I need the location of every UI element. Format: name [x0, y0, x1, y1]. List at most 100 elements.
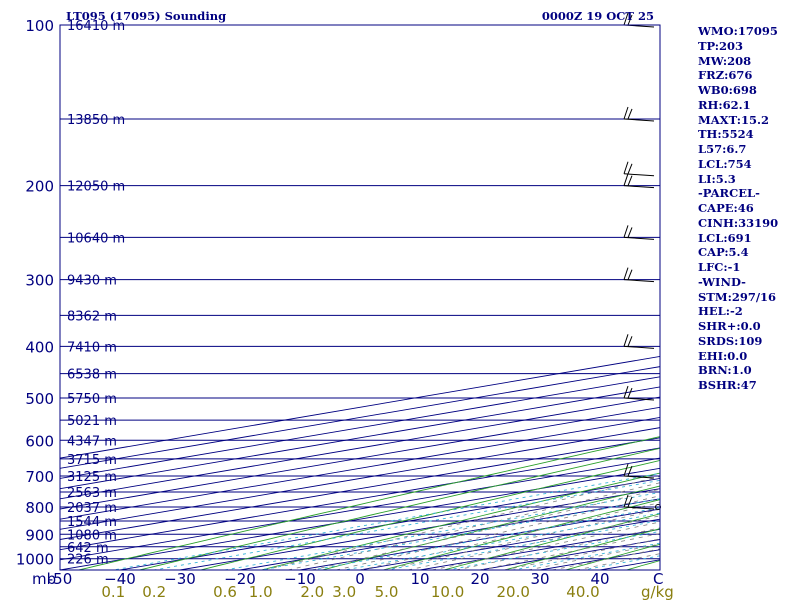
isobar-grid	[60, 24, 660, 571]
stat-cap: CAP:5.4	[698, 245, 749, 260]
stat-frz: FRZ:676	[698, 68, 753, 83]
mixing-ratio-axis: g/kg 0.1 0.2 0.6 1.0 2.0 3.0 5.0 10.0 20.0 40.0	[101, 583, 673, 600]
temperature-tick-label: −10	[284, 570, 316, 588]
stat-stm: STM:297/16	[698, 289, 777, 304]
stat-maxt: MAXT:15.2	[698, 112, 769, 127]
stat-wb0: WB0:698	[698, 83, 757, 97]
mixing-ratio-tick-label: 3.0	[332, 583, 356, 600]
pressure-tick-label: 700	[25, 468, 54, 486]
pressure-tick-label: 1000	[16, 551, 54, 569]
isotherm--50	[60, 467, 660, 570]
isotherm--80	[60, 437, 660, 540]
temperature-tick-label: −20	[224, 570, 256, 588]
temperature-tick-label: 0	[355, 570, 365, 588]
mixing-ratio-line-20	[513, 542, 660, 570]
isotherm--70	[60, 447, 660, 551]
height-label: 226 m	[67, 553, 109, 568]
height-label: 5021 m	[67, 414, 117, 429]
isotherm--60	[60, 457, 660, 561]
stat-hel: HEL:-2	[698, 304, 743, 319]
isotherm--40	[119, 478, 660, 570]
isotherm--110	[60, 406, 660, 510]
pressure-tick-label: 200	[25, 178, 54, 196]
sounding-title: LT095 (17095) Sounding	[66, 9, 226, 23]
stat-srds: SRDS:109	[698, 333, 763, 348]
stat-lfc: LFC:-1	[698, 260, 741, 274]
mixing-ratio-line-0-2	[154, 479, 660, 570]
stat-wmo: WMO:17095	[698, 24, 778, 38]
temperature-unit-label: C	[653, 570, 663, 588]
pressure-tick-label: 900	[25, 526, 54, 544]
dry-adiabat--20	[261, 472, 660, 570]
isotherm-grid	[60, 355, 660, 570]
stat-brn: BRN:1.0	[698, 363, 752, 378]
wind-barb-800	[623, 494, 655, 510]
pressure-tick-label: 300	[25, 272, 54, 290]
height-label: 2037 m	[67, 501, 117, 516]
stat-cinh: CINH:33190	[698, 215, 779, 230]
isotherm--130	[60, 386, 660, 490]
stat-parcel: -PARCEL-	[698, 186, 760, 201]
pressure-tick-label: 100	[25, 17, 54, 35]
isotherm--120	[60, 396, 660, 500]
dry-adiabat--40	[139, 447, 660, 570]
wind-barb-700	[623, 463, 655, 479]
sounding-indices-panel: WMO:17095 TP:203 MW:208 FRZ:676 WB0:698 RH:62…	[698, 24, 778, 393]
pressure-tick-label: 800	[25, 499, 54, 517]
stat-l57: L57:6.7	[698, 142, 747, 156]
pressure-tick-label: 600	[25, 432, 54, 450]
dry-adiabat-20	[504, 528, 660, 570]
height-label: 13850 m	[67, 113, 125, 128]
wind-barb-190	[623, 161, 655, 177]
height-label: 16410 m	[67, 19, 125, 34]
mixing-ratio-line-10	[447, 530, 660, 570]
mixing-ratio-tick-label: 0.6	[213, 583, 237, 600]
wind-barb-300	[623, 267, 655, 283]
temperature-axis: mb C -50 −40 −30 −20 −10 0 10 20 30 40	[32, 570, 663, 588]
wind-barb-400	[623, 334, 655, 349]
mixing-ratio-tick-label: 20.0	[496, 583, 529, 600]
height-label: 5750 m	[67, 392, 117, 407]
height-label: 7410 m	[67, 340, 117, 355]
temperature-tick-label: 10	[410, 570, 429, 588]
mixing-ratio-tick-label: 1.0	[249, 583, 273, 600]
height-label: 3125 m	[67, 470, 117, 485]
height-label: 1080 m	[67, 528, 117, 543]
height-label: 3715 m	[67, 453, 117, 468]
height-label: 10640 m	[67, 231, 125, 246]
mixing-ratio-tick-label: 10.0	[431, 583, 464, 600]
stat-th: TH:5524	[698, 127, 754, 142]
stat-mw: MW:208	[698, 53, 752, 68]
height-label: 642 m	[67, 541, 109, 556]
stat-rh: RH:62.1	[698, 97, 751, 112]
height-label: 8362 m	[67, 309, 117, 324]
mixing-ratio-grid	[113, 472, 660, 570]
moist-adiabat--16	[263, 476, 660, 570]
wind-barb-500	[623, 385, 655, 401]
height-labels: 16410 m 13850 m 12050 m 10640 m 9430 m 8362 m…	[67, 19, 125, 568]
stat-li: LI:5.3	[698, 171, 736, 186]
mixing-ratio-tick-label: 5.0	[375, 583, 399, 600]
temperature-tick-label: 40	[590, 570, 609, 588]
temperature-tick-label: 30	[530, 570, 549, 588]
temperature-tick-label: 20	[470, 570, 489, 588]
pressure-axis: 100 200 300 400 500 600 700 800 900 1000	[16, 17, 54, 569]
moist-adiabat-12	[431, 521, 660, 570]
stat-ehi: EHI:0.0	[698, 348, 748, 363]
mixing-ratio-unit-label: g/kg	[641, 583, 674, 600]
mixing-ratio-tick-label: 2.0	[300, 583, 324, 600]
wind-barb-250	[623, 225, 655, 240]
moist-adiabat-grid	[263, 476, 660, 570]
pressure-tick-label: 400	[25, 338, 54, 356]
temperature-tick-label: −40	[104, 570, 136, 588]
mixing-ratio-line-0-1	[113, 472, 660, 570]
pressure-unit-label: mb	[32, 570, 56, 588]
mixing-ratio-tick-label: 0.2	[142, 583, 166, 600]
wind-barb-column	[623, 12, 661, 510]
plot-frame	[59, 24, 661, 571]
temperature-tick-label: -50	[48, 570, 73, 588]
mixing-ratio-tick-label: 0.1	[101, 583, 125, 600]
sounding-time: 0000Z 19 OCT 25	[542, 9, 654, 23]
moist-adiabat-0	[359, 502, 660, 570]
